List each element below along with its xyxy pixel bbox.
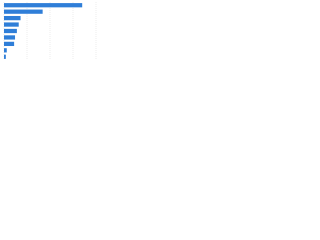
bar <box>4 9 43 14</box>
bar <box>4 28 17 34</box>
bar <box>4 15 21 21</box>
bar <box>4 54 6 59</box>
page: (() => { const data = JSON.parse(documen… <box>0 0 320 71</box>
bar <box>4 41 15 47</box>
bar <box>4 48 7 53</box>
bar <box>4 35 16 40</box>
chart <box>3 2 97 60</box>
bar <box>4 22 19 27</box>
bar <box>4 3 83 8</box>
